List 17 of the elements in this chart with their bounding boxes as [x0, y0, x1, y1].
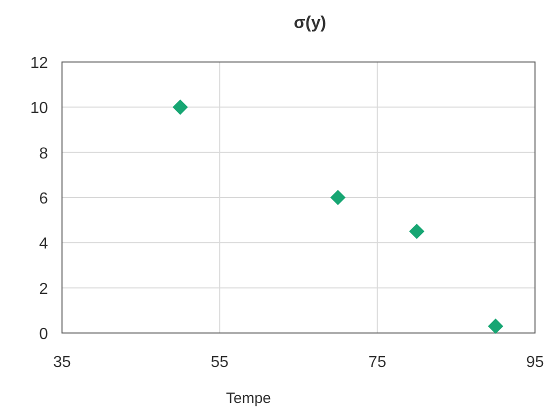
x-tick-label: 75: [368, 354, 386, 371]
y-tick-label: 2: [39, 280, 48, 298]
y-tick-label: 10: [30, 100, 48, 118]
point: [330, 190, 346, 206]
y-tick-label: 12: [30, 55, 48, 72]
point: [488, 318, 504, 334]
y-tick-label: 4: [39, 236, 48, 253]
point: [172, 99, 188, 115]
point: [409, 224, 424, 240]
x-tick-label: 95: [526, 354, 544, 371]
x-tick-label: 55: [210, 354, 229, 371]
y-tick-label: 6: [39, 190, 48, 208]
y-tick-label: 8: [39, 145, 48, 162]
x-tick-label: 35: [53, 354, 71, 371]
x-axis-title: Tempe: [226, 390, 272, 407]
y-tick-label: 0: [39, 326, 48, 343]
chart-title: σ(y): [294, 13, 326, 32]
